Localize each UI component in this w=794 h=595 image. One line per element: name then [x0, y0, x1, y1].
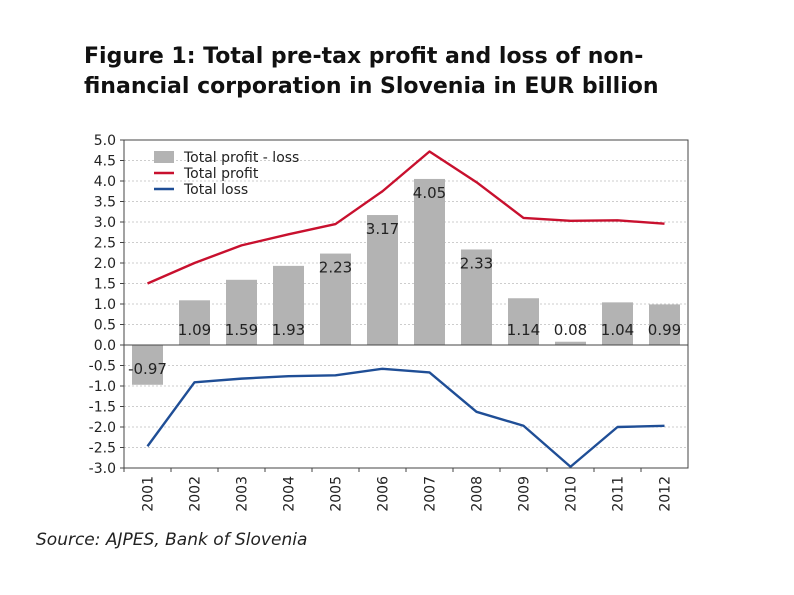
- data-label: 1.04: [601, 321, 634, 339]
- data-label: 4.05: [413, 184, 446, 202]
- x-tick-label: 2010: [564, 476, 580, 512]
- legend-label: Total loss: [183, 182, 248, 198]
- y-tick-label: 0.0: [94, 338, 116, 354]
- x-tick-label: 2009: [517, 476, 533, 512]
- bars: [132, 178, 680, 385]
- series-lines: [146, 150, 665, 468]
- bar: [555, 341, 586, 345]
- x-tick-label: 2008: [470, 476, 486, 512]
- data-label: 1.59: [225, 321, 258, 339]
- x-tick-label: 2002: [188, 476, 204, 512]
- data-label: 1.09: [178, 321, 211, 339]
- data-label: 1.14: [507, 321, 540, 339]
- legend-swatch: [154, 151, 174, 163]
- y-tick-label: 1.5: [94, 277, 116, 293]
- axes: 5.0 4.5 4.0 3.5 3.0 2.5 2.0 1.5 1.0 0.5 0.0 -0.5 -1.…: [89, 133, 688, 512]
- bar: [367, 215, 398, 345]
- bar: [602, 302, 633, 345]
- y-tick-label: -2.0: [89, 420, 116, 436]
- bar: [226, 279, 257, 345]
- y-tick-label: 5.0: [94, 133, 116, 149]
- bar: [179, 300, 210, 345]
- bar: [273, 265, 304, 345]
- y-tick-label: 3.0: [94, 215, 116, 231]
- bar: [320, 253, 351, 345]
- chart-title: Figure 1: Total pre-tax profit and loss …: [84, 44, 659, 99]
- legend-label: Total profit: [183, 166, 259, 182]
- x-tick-label: 2001: [141, 476, 157, 512]
- legend-label: Total profit - loss: [183, 150, 299, 166]
- y-tick-label: -0.5: [89, 359, 116, 375]
- source-note: Source: AJPES, Bank of Slovenia: [36, 530, 308, 550]
- series-line: [147, 150, 665, 285]
- bar: [649, 304, 680, 345]
- x-tick-label: 2006: [376, 476, 392, 512]
- y-tick-label: 0.5: [94, 318, 116, 334]
- y-tick-label: -1.0: [89, 379, 116, 395]
- y-tick-label: 1.0: [94, 297, 116, 313]
- bar: [508, 298, 539, 345]
- data-label: 3.17: [366, 220, 399, 238]
- bar: [132, 345, 163, 385]
- y-tick-label: 2.5: [94, 236, 116, 252]
- data-label: 0.99: [648, 321, 681, 339]
- x-tick-label: 2003: [235, 476, 251, 512]
- series-line: [146, 367, 665, 468]
- data-labels: -0.97 1.09 1.59 1.93 2.23 3.17 4.05 2.33 1.14 0.0…: [128, 184, 681, 378]
- x-tick-label: 2007: [423, 476, 439, 512]
- y-tick-label: 3.5: [94, 195, 116, 211]
- data-label: -0.97: [128, 360, 167, 378]
- x-tick-label: 2011: [611, 476, 627, 512]
- bar: [414, 178, 445, 345]
- data-label: 0.08: [554, 321, 587, 339]
- data-label: 2.33: [460, 254, 493, 272]
- data-label: 2.23: [319, 259, 352, 277]
- y-tick-label: 4.0: [94, 174, 116, 190]
- plot-border: [123, 139, 689, 469]
- data-label: 1.93: [272, 321, 305, 339]
- y-tick-label: 4.5: [94, 154, 116, 170]
- y-tick-label: -1.5: [89, 400, 116, 416]
- y-tick-label: -2.5: [89, 441, 116, 457]
- y-tick-label: -3.0: [89, 461, 116, 477]
- bar: [461, 249, 492, 345]
- x-tick-label: 2012: [658, 476, 674, 512]
- y-tick-label: 2.0: [94, 256, 116, 272]
- x-tick-label: 2005: [329, 476, 345, 512]
- x-tick-label: 2004: [282, 476, 298, 512]
